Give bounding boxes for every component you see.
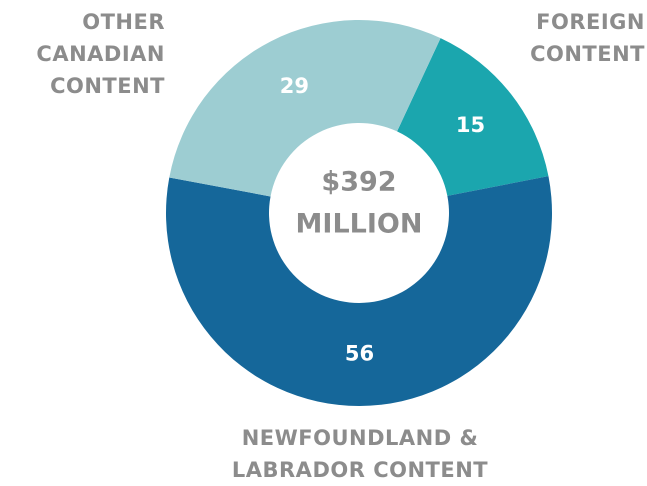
value-label: 29 bbox=[280, 74, 309, 98]
value-label: 56 bbox=[345, 341, 374, 365]
category-label: OTHER CANADIAN CONTENT bbox=[36, 10, 165, 98]
category-label: NEWFOUNDLAND & LABRADOR CONTENT bbox=[231, 426, 489, 482]
donut-slice bbox=[169, 19, 441, 197]
center-label: $392 bbox=[321, 167, 396, 198]
donut-slice bbox=[397, 38, 549, 196]
center-label: MILLION bbox=[296, 209, 423, 240]
donut-slice bbox=[165, 176, 552, 407]
value-label: 15 bbox=[456, 113, 485, 137]
category-label: FOREIGN CONTENT bbox=[530, 10, 645, 66]
